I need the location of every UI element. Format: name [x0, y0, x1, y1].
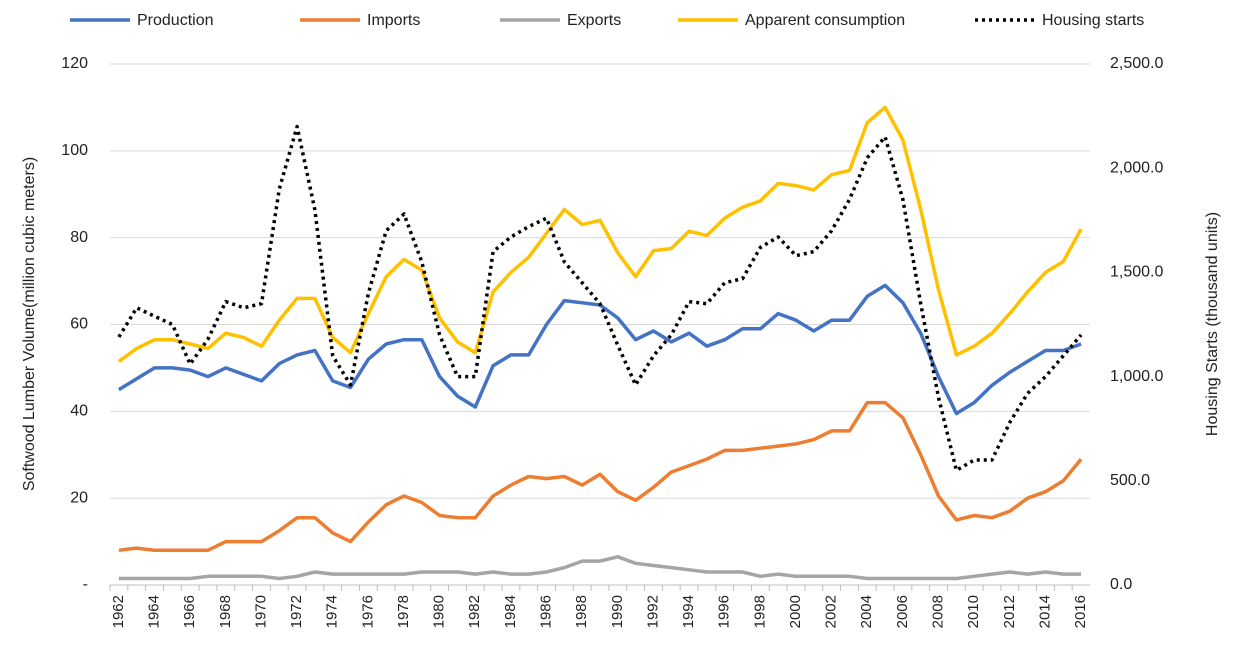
y-tick-label: 40	[70, 403, 88, 420]
x-tick-label: 2010	[965, 595, 982, 628]
x-tick-label: 1986	[538, 595, 555, 628]
x-tick-label: 2004	[858, 595, 875, 628]
x-tick-label: 1980	[431, 595, 448, 628]
x-tick-label: 1978	[395, 595, 412, 628]
y-tick-label: 20	[70, 489, 88, 506]
x-tick-label: 1970	[252, 595, 269, 628]
y2-tick-label: 2,500.0	[1110, 55, 1163, 72]
y-tick-label: 120	[61, 55, 88, 72]
x-tick-label: 2008	[930, 595, 947, 628]
x-tick-label: 1982	[466, 595, 483, 628]
x-tick-label: 2000	[787, 595, 804, 628]
legend-label: Production	[137, 12, 214, 29]
x-tick-label: 1994	[680, 595, 697, 628]
y2-tick-label: 2,000.0	[1110, 159, 1163, 176]
series-line	[117, 105, 1083, 363]
x-tick-label: 1976	[359, 595, 376, 628]
x-tick-label: 2006	[894, 595, 911, 628]
legend-label: Apparent consumption	[745, 12, 905, 29]
x-tick-label: 1964	[146, 595, 163, 628]
legend-label: Imports	[367, 12, 420, 29]
x-tick-label: 2002	[823, 595, 840, 628]
y2-axis-title: Housing Starts (thousand units)	[1204, 212, 1221, 436]
y2-tick-label: 0.0	[1110, 576, 1132, 593]
y2-tick-label: 1,000.0	[1110, 368, 1163, 385]
x-tick-label: 1962	[110, 595, 127, 628]
series-line	[117, 124, 1083, 473]
x-tick-label: 1998	[751, 595, 768, 628]
x-tick-label: 1984	[502, 595, 519, 628]
x-tick-label: 1974	[324, 595, 341, 628]
x-tick-label: 2012	[1001, 595, 1018, 628]
x-tick-label: 1966	[181, 595, 198, 628]
x-tick-label: 2014	[1036, 595, 1053, 628]
legend-label: Exports	[567, 12, 621, 29]
x-tick-label: 1990	[609, 595, 626, 628]
series-line	[118, 555, 1082, 581]
x-tick-label: 2016	[1072, 595, 1089, 628]
y-tick-label: -	[83, 576, 88, 593]
x-tick-label: 1992	[644, 595, 661, 628]
legend-label: Housing starts	[1042, 12, 1144, 29]
x-tick-label: 1988	[573, 595, 590, 628]
x-tick-label: 1996	[716, 595, 733, 628]
x-tick-label: 1972	[288, 595, 305, 628]
y-tick-label: 100	[61, 142, 88, 159]
y-tick-label: 60	[70, 316, 88, 333]
x-tick-label: 1968	[217, 595, 234, 628]
y2-tick-label: 500.0	[1110, 472, 1150, 489]
y-axis-title: Softwood Lumber Volume(million cubic met…	[21, 157, 38, 491]
y2-tick-label: 1,500.0	[1110, 264, 1163, 281]
series-line	[118, 400, 1083, 553]
y-tick-label: 80	[70, 229, 88, 246]
